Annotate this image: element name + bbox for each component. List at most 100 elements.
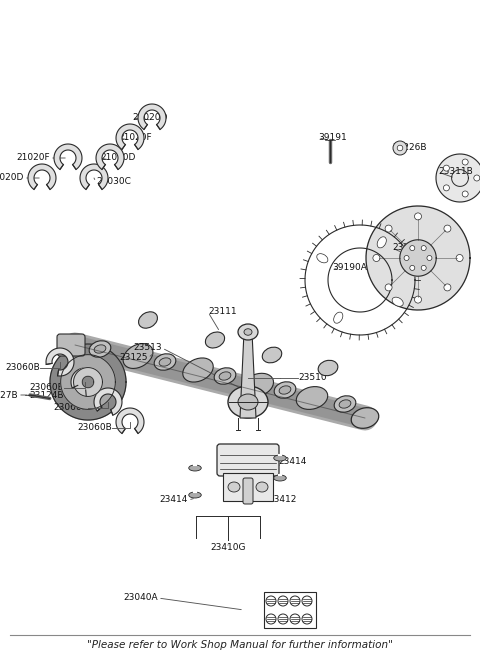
Ellipse shape [444,225,451,232]
Ellipse shape [351,408,379,428]
Text: 39191: 39191 [318,133,347,143]
Ellipse shape [266,614,276,624]
Ellipse shape [262,347,282,363]
Ellipse shape [228,386,268,418]
Ellipse shape [89,341,111,357]
Text: 21020D: 21020D [132,114,168,122]
Polygon shape [82,376,94,388]
Ellipse shape [278,614,288,624]
Text: 23412: 23412 [268,495,296,505]
Text: 23111: 23111 [208,307,237,317]
Ellipse shape [123,344,153,369]
Polygon shape [436,154,480,202]
Ellipse shape [302,614,312,624]
Ellipse shape [290,614,300,624]
Text: 23060B: 23060B [53,403,88,413]
Polygon shape [116,408,144,434]
Ellipse shape [189,492,201,498]
Text: 21020D: 21020D [0,173,24,183]
Text: 23060B: 23060B [77,424,112,432]
Ellipse shape [421,246,426,250]
Text: 23414: 23414 [278,457,306,466]
Text: "Please refer to Work Shop Manual for further information": "Please refer to Work Shop Manual for fu… [87,640,393,650]
Ellipse shape [238,324,258,340]
Text: 23414: 23414 [160,495,188,505]
Polygon shape [94,388,122,415]
Ellipse shape [189,465,201,471]
Ellipse shape [444,284,451,291]
Ellipse shape [444,165,449,171]
Text: 23510: 23510 [298,373,326,382]
FancyBboxPatch shape [217,444,279,476]
Ellipse shape [415,213,421,220]
Polygon shape [60,355,115,409]
Bar [264,592,316,628]
Ellipse shape [214,368,236,384]
Ellipse shape [238,394,258,410]
Polygon shape [28,164,56,189]
Ellipse shape [397,145,403,151]
Polygon shape [73,367,102,396]
Ellipse shape [410,265,415,271]
Text: 23226B: 23226B [392,143,427,152]
Text: 23211B: 23211B [392,244,427,252]
Text: 23125: 23125 [120,353,148,363]
Text: 23311B: 23311B [438,168,473,177]
Ellipse shape [278,596,288,606]
Text: 23060B: 23060B [29,384,64,392]
Polygon shape [50,344,126,420]
Polygon shape [116,124,144,150]
Polygon shape [400,240,436,276]
Ellipse shape [421,265,426,271]
Ellipse shape [392,297,403,306]
Polygon shape [80,164,108,189]
Ellipse shape [228,482,240,492]
Polygon shape [96,144,124,170]
Ellipse shape [274,382,296,398]
Text: 23410G: 23410G [210,543,246,551]
Ellipse shape [274,475,286,481]
Ellipse shape [302,596,312,606]
Text: 23040A: 23040A [123,593,158,602]
Ellipse shape [290,596,300,606]
Ellipse shape [334,312,343,323]
Ellipse shape [385,225,392,232]
Ellipse shape [139,312,157,328]
Bar [223,473,273,501]
Ellipse shape [462,159,468,165]
Ellipse shape [159,358,171,366]
Text: 23124B: 23124B [29,390,64,399]
Ellipse shape [393,141,407,155]
Ellipse shape [415,296,421,303]
Ellipse shape [318,360,338,376]
Ellipse shape [183,358,213,382]
Text: 23513: 23513 [133,344,162,353]
Ellipse shape [244,328,252,335]
Polygon shape [240,332,256,418]
Ellipse shape [317,254,328,263]
Ellipse shape [274,455,286,461]
Polygon shape [366,206,470,310]
Ellipse shape [385,284,392,291]
Ellipse shape [266,596,276,606]
Ellipse shape [339,400,351,408]
Polygon shape [54,144,82,170]
Ellipse shape [456,254,463,261]
Polygon shape [71,368,99,396]
Ellipse shape [334,396,356,412]
Polygon shape [46,348,74,376]
Ellipse shape [219,372,231,380]
Text: 21020F: 21020F [16,154,50,162]
Ellipse shape [444,185,449,191]
Text: 21020D: 21020D [100,154,135,162]
Ellipse shape [256,482,268,492]
Text: 21030C: 21030C [96,177,131,187]
Ellipse shape [462,191,468,197]
Ellipse shape [410,246,415,250]
Ellipse shape [205,332,225,348]
FancyBboxPatch shape [57,334,85,356]
Ellipse shape [279,386,291,394]
FancyBboxPatch shape [243,478,253,504]
Text: 23060B: 23060B [5,363,40,373]
Ellipse shape [242,373,274,397]
